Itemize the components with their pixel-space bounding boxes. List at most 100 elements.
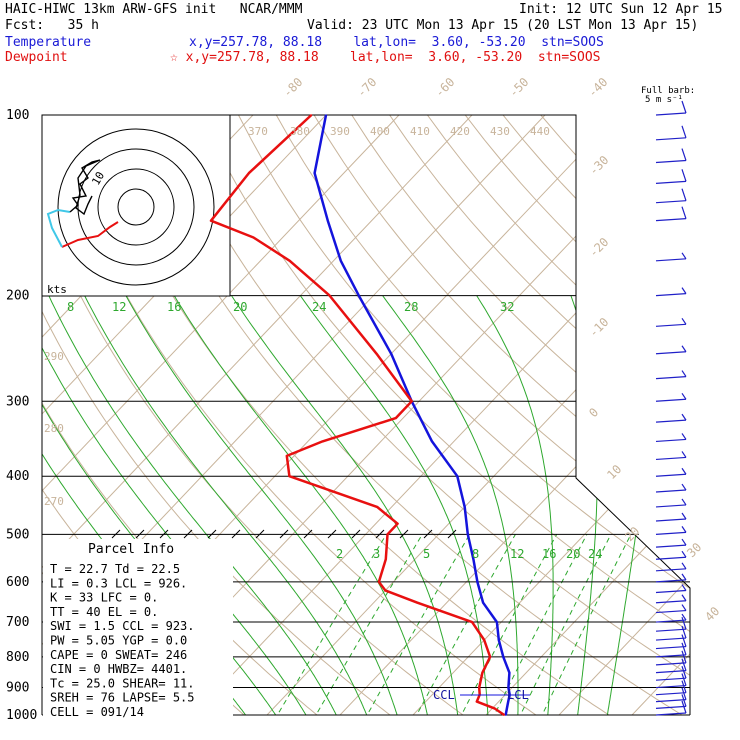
pressure-label: 700 [6, 615, 29, 630]
wind-barb-staff [655, 637, 687, 641]
wind-barb-flag [681, 694, 687, 707]
moist-adiabat-line [84, 295, 373, 715]
dewpoint-point [252, 236, 255, 239]
hatch-mark [111, 529, 121, 539]
wind-barb-staff [655, 112, 687, 116]
wind-barb-flag [681, 512, 687, 520]
pressure-label: 900 [6, 681, 29, 696]
hodograph: 10 kts [41, 114, 231, 297]
valid-time: Valid: 23 UTC Mon 13 Apr 15 (20 LST Mon … [307, 18, 699, 33]
dewpoint-point [410, 400, 413, 403]
wind-barb-flag [681, 370, 687, 377]
isotherm-label: 20 [622, 524, 642, 544]
wind-barb-staff [655, 351, 687, 355]
wind-barb-staff [655, 628, 687, 632]
dewpoint-point [321, 440, 324, 443]
moist-adiabat-line [48, 295, 343, 715]
hodograph-trace-low [61, 221, 119, 248]
mixing-ratio-label: 2 [336, 547, 343, 561]
hatch-mark [375, 529, 385, 539]
init-time: Init: 12 UTC Sun 12 Apr 15 [519, 2, 723, 17]
hodograph-ring [97, 168, 175, 246]
mixing-ratio-label: 3 [373, 547, 380, 561]
dry-adiabat-line [518, 115, 690, 715]
wind-barb-flag [681, 613, 687, 621]
wind-barb-staff [655, 677, 687, 681]
sounding-series: CCL LCL [209, 114, 530, 717]
wind-barb-flag [681, 594, 687, 602]
pressure-label: 600 [6, 575, 29, 590]
wind-barb-flag [681, 650, 687, 664]
isotherm-label: 40 [702, 604, 722, 624]
wind-barb-staff [655, 699, 687, 703]
wind-barb-staff [655, 137, 687, 141]
wind-barb-staff [655, 556, 687, 560]
wind-barb-flag [681, 206, 687, 219]
wind-barb-flag [681, 125, 687, 139]
isotherm-label: -10 [586, 315, 611, 340]
wind-barb-staff [655, 568, 687, 572]
wind-barb-staff [655, 662, 687, 666]
wind-barb-flag [681, 584, 687, 591]
mixing-ratio-label: 32 [500, 300, 514, 314]
pressure-label: 300 [6, 394, 29, 409]
parcel-row: T = 22.7 Td = 22.5 [50, 562, 180, 576]
dry-adiabat-line [42, 115, 481, 715]
wind-barb-staff [655, 456, 687, 461]
wind-barb-flag [681, 345, 687, 353]
isotherm-line [42, 115, 499, 715]
temperature-point [358, 294, 360, 297]
theta-label: 410 [410, 125, 430, 138]
wind-barb-flag [681, 100, 687, 114]
temperature-point [507, 700, 509, 703]
pressure-label: 200 [6, 289, 29, 304]
isotherm-label: -20 [586, 235, 611, 260]
wind-barb-staff [655, 579, 687, 583]
wind-barb-staff [655, 684, 687, 689]
theta-label: 270 [44, 495, 64, 508]
isotherm-label: -50 [506, 75, 531, 100]
dewpoint-point [489, 656, 491, 658]
mixing-ratio-line [487, 534, 588, 715]
mixing-ratio-line [269, 534, 387, 715]
dewpoint-point [376, 506, 378, 508]
moist-adiabat-line [604, 295, 654, 715]
wind-barb-flag [681, 617, 687, 630]
moist-adiabat-line [231, 295, 460, 715]
parcel-title: Parcel Info [88, 542, 174, 557]
wind-barb-staff [655, 180, 687, 184]
hatch-mark [423, 529, 433, 539]
temperature-point [507, 686, 510, 689]
parcel-row: PW = 5.05 YGP = 0.0 [50, 634, 187, 648]
wind-barb-staff [655, 489, 687, 493]
theta-label: 380 [290, 125, 310, 138]
dewpoint-point [328, 294, 331, 297]
wind-barb-staff [655, 258, 687, 262]
dewpoint-point [386, 533, 389, 536]
temperature-point [506, 707, 508, 710]
parcel-row: Tc = 25.0 SHEAR= 11. [50, 676, 195, 690]
hodograph-ring [77, 148, 195, 266]
dewpoint-point [503, 714, 506, 716]
mixing-ratio-label: 16 [167, 300, 181, 314]
hatch-mark [351, 529, 361, 539]
wind-barb-flag [681, 169, 687, 182]
dewpoint-point [471, 621, 473, 623]
temperature-point [431, 440, 433, 443]
pressure-label: 400 [6, 469, 29, 484]
wind-barb-staff [655, 376, 687, 380]
wind-barb-column [655, 100, 687, 716]
wind-barb-flag [681, 673, 687, 686]
wind-barb-flag [681, 658, 687, 671]
isotherm-label: -80 [280, 75, 305, 100]
parcel-info-panel: Parcel Info T = 22.7 Td = 22.5LI = 0.3 LC… [43, 539, 233, 725]
isotherm-label: 0 [586, 405, 601, 420]
temperature-point [476, 581, 479, 583]
wind-barb-flag [681, 687, 687, 700]
wind-barb-staff [655, 419, 687, 423]
wind-barb-staff [655, 609, 687, 614]
wind-barb-flag [681, 625, 687, 639]
hatch-mark [231, 529, 241, 539]
